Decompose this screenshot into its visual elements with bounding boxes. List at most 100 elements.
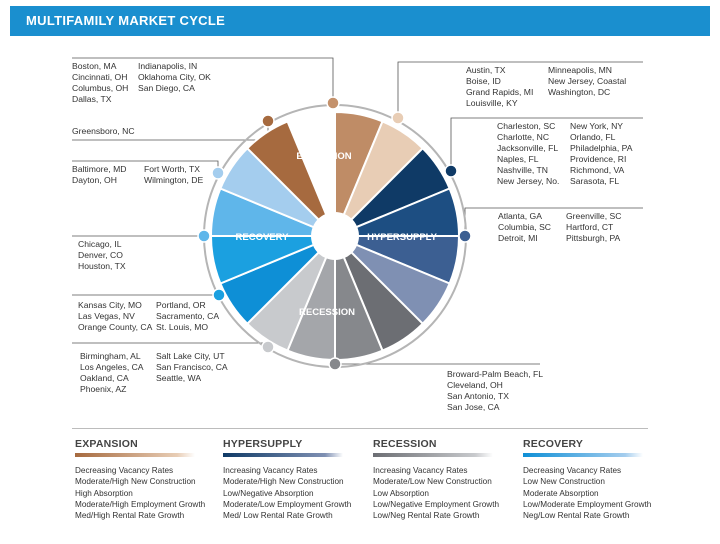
market-item: San Jose, CA — [447, 402, 500, 412]
market-item: San Francisco, CA — [156, 362, 228, 372]
market-item: Grand Rapids, MI — [466, 87, 534, 97]
phase-label-recession: RECESSION — [299, 307, 355, 318]
market-column: Portland, OR Sacramento, CA St. Louis, M… — [156, 300, 219, 333]
marker-rec-top — [197, 229, 211, 243]
market-item: Columbus, OH — [72, 83, 129, 93]
market-column: Fort Worth, TX Wilmington, DE — [144, 164, 203, 186]
market-column: Atlanta, GA Columbia, SC Detroit, MI — [498, 211, 551, 244]
market-item: New York, NY — [570, 121, 624, 131]
market-item: Baltimore, MD — [72, 164, 127, 174]
market-column: Greenville, SC Hartford, CT Pittsburgh, … — [566, 211, 621, 244]
market-item: Charlotte, NC — [497, 132, 550, 142]
market-column: Indianapolis, IN Oklahoma City, OK San D… — [138, 61, 211, 94]
market-column: Salt Lake City, UT San Francisco, CA Sea… — [156, 351, 228, 384]
market-item: Broward-Palm Beach, FL — [447, 369, 543, 379]
legend-item: Decreasing Vacancy Rates — [75, 466, 174, 475]
legend-item: Med/ Low Rental Rate Growth — [223, 511, 333, 521]
page-title: MULTIFAMILY MARKET CYCLE — [26, 13, 226, 28]
market-item: Phoenix, AZ — [80, 384, 127, 394]
wedge-expansion-1 — [245, 120, 336, 237]
market-column: Minneapolis, MN New Jersey, Coastal Wash… — [548, 65, 626, 98]
market-column: Austin, TX Boise, ID Grand Rapids, MI Lo… — [466, 65, 533, 109]
legend-item: Neg/Low Rental Rate Growth — [523, 511, 630, 521]
market-item: Fort Worth, TX — [144, 164, 201, 174]
market-item: San Diego, CA — [138, 83, 195, 93]
market-column: Birmingham, AL Los Angeles, CA Oakland, … — [80, 351, 144, 395]
market-item: Portland, OR — [156, 300, 206, 310]
leader-rec-low — [72, 342, 269, 346]
marker-recess — [328, 357, 342, 371]
market-column: Chicago, IL Denver, CO Houston, TX — [78, 239, 126, 272]
market-item: Nashville, TN — [497, 165, 548, 175]
market-item: Columbia, SC — [498, 222, 552, 232]
legend-hypersupply: HYPERSUPPLY Increasing Vacancy Rates Mod… — [223, 438, 373, 521]
legend-item: Low/Negative Employment Growth — [373, 499, 500, 509]
legend-item: Low/Neg Rental Rate Growth — [373, 511, 480, 521]
marker-hyp-low — [458, 229, 472, 243]
market-item: Birmingham, AL — [80, 351, 141, 361]
legend-color-bar — [75, 453, 195, 457]
market-item: Kansas City, MO — [78, 300, 142, 310]
market-column: New York, NY Orlando, FL Philadelphia, P… — [570, 121, 632, 187]
market-item: Minneapolis, MN — [548, 65, 612, 75]
market-item: Cleveland, OH — [447, 380, 503, 390]
market-item: Providence, RI — [570, 154, 627, 164]
market-item: Washington, DC — [548, 87, 611, 97]
market-column: Broward-Palm Beach, FL Cleveland, OH San… — [447, 369, 543, 413]
market-item: Wilmington, DE — [144, 175, 204, 185]
legend-item: Decreasing Vacancy Rates — [523, 466, 622, 475]
header-bar: MULTIFAMILY MARKET CYCLE — [10, 6, 710, 36]
market-item: Austin, TX — [466, 65, 506, 75]
marker-exp-mid — [261, 114, 275, 128]
legend-item: Moderate Absorption — [523, 488, 599, 498]
market-item: Detroit, MI — [498, 233, 538, 243]
market-item: San Antonio, TX — [447, 391, 509, 401]
market-item: Philadelphia, PA — [570, 143, 633, 153]
market-item: Greensboro, NC — [72, 126, 135, 136]
market-item: Indianapolis, IN — [138, 61, 198, 71]
market-item: Boston, MA — [72, 61, 117, 71]
market-item: Denver, CO — [78, 250, 123, 260]
marker-exp-low — [211, 166, 225, 180]
leader-hyp-top — [397, 61, 643, 118]
market-item: Oakland, CA — [80, 373, 129, 383]
legend-color-bar — [523, 453, 643, 457]
market-item: Houston, TX — [78, 261, 126, 271]
market-column: Baltimore, MD Dayton, OH — [72, 164, 126, 186]
legend-title: RECESSION — [373, 438, 437, 450]
market-item: Richmond, VA — [570, 165, 625, 175]
marker-exp-top — [326, 96, 340, 110]
market-item: New Jersey, No. — [497, 176, 560, 186]
market-item: Sacramento, CA — [156, 311, 220, 321]
legend-item: Low Absorption — [373, 488, 429, 498]
leader-exp-top — [72, 57, 334, 102]
market-item: Seattle, WA — [156, 373, 202, 383]
market-item: Jacksonville, FL — [497, 143, 559, 153]
market-item: Orlando, FL — [570, 132, 616, 142]
market-item: Orange County, CA — [78, 322, 153, 332]
legend-title: EXPANSION — [75, 438, 138, 450]
marker-rec-mid — [212, 288, 226, 302]
legend-recovery: RECOVERY Decreasing Vacancy Rates Low Ne… — [523, 438, 673, 521]
legend-item: Moderate/High New Construction — [75, 477, 196, 487]
legend-item: Increasing Vacancy Rates — [223, 466, 318, 475]
market-item: Salt Lake City, UT — [156, 351, 225, 361]
legend-item: Low/Negative Absorption — [223, 488, 314, 498]
market-item: Oklahoma City, OK — [138, 72, 211, 82]
legend-item: Med/High Rental Rate Growth — [75, 511, 185, 521]
market-item: Cincinnati, OH — [72, 72, 128, 82]
marker-rec-low — [261, 340, 275, 354]
legend-recession: RECESSION Increasing Vacancy Rates Moder… — [373, 438, 523, 521]
market-item: New Jersey, Coastal — [548, 76, 627, 86]
legend-item: Moderate/High New Construction — [223, 477, 344, 487]
legend-divider — [72, 428, 648, 429]
market-column: Kansas City, MO Las Vegas, NV Orange Cou… — [78, 300, 152, 333]
phase-label-recovery: RECOVERY — [236, 232, 290, 243]
market-item: Pittsburgh, PA — [566, 233, 621, 243]
market-item: Atlanta, GA — [498, 211, 542, 221]
market-item: Sarasota, FL — [570, 176, 620, 186]
legend-expansion: EXPANSION Decreasing Vacancy Rates Moder… — [75, 438, 225, 521]
legend-item: High Absorption — [75, 488, 133, 498]
market-item: St. Louis, MO — [156, 322, 209, 332]
market-item: Las Vegas, NV — [78, 311, 135, 321]
